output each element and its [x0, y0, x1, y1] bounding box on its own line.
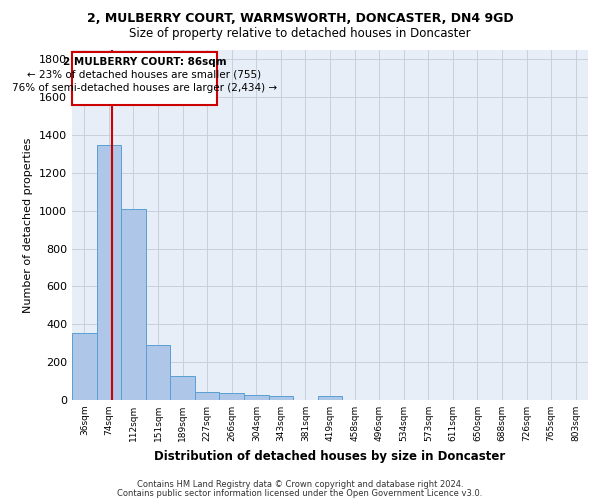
Bar [269, 396, 293, 400]
Bar [72, 333, 97, 400]
Bar [170, 376, 195, 400]
Bar [318, 396, 342, 400]
FancyBboxPatch shape [72, 52, 217, 105]
Bar [146, 345, 170, 400]
Text: 2 MULBERRY COURT: 86sqm: 2 MULBERRY COURT: 86sqm [62, 56, 226, 66]
Text: Contains HM Land Registry data © Crown copyright and database right 2024.: Contains HM Land Registry data © Crown c… [137, 480, 463, 489]
Text: Contains public sector information licensed under the Open Government Licence v3: Contains public sector information licen… [118, 489, 482, 498]
Text: Size of property relative to detached houses in Doncaster: Size of property relative to detached ho… [129, 28, 471, 40]
Bar [244, 396, 269, 400]
Bar [220, 394, 244, 400]
Text: 76% of semi-detached houses are larger (2,434) →: 76% of semi-detached houses are larger (… [12, 83, 277, 93]
Y-axis label: Number of detached properties: Number of detached properties [23, 138, 34, 312]
Text: ← 23% of detached houses are smaller (755): ← 23% of detached houses are smaller (75… [28, 70, 262, 80]
Bar [97, 144, 121, 400]
Bar [121, 209, 146, 400]
Text: 2, MULBERRY COURT, WARMSWORTH, DONCASTER, DN4 9GD: 2, MULBERRY COURT, WARMSWORTH, DONCASTER… [86, 12, 514, 26]
X-axis label: Distribution of detached houses by size in Doncaster: Distribution of detached houses by size … [154, 450, 506, 462]
Bar [195, 392, 220, 400]
